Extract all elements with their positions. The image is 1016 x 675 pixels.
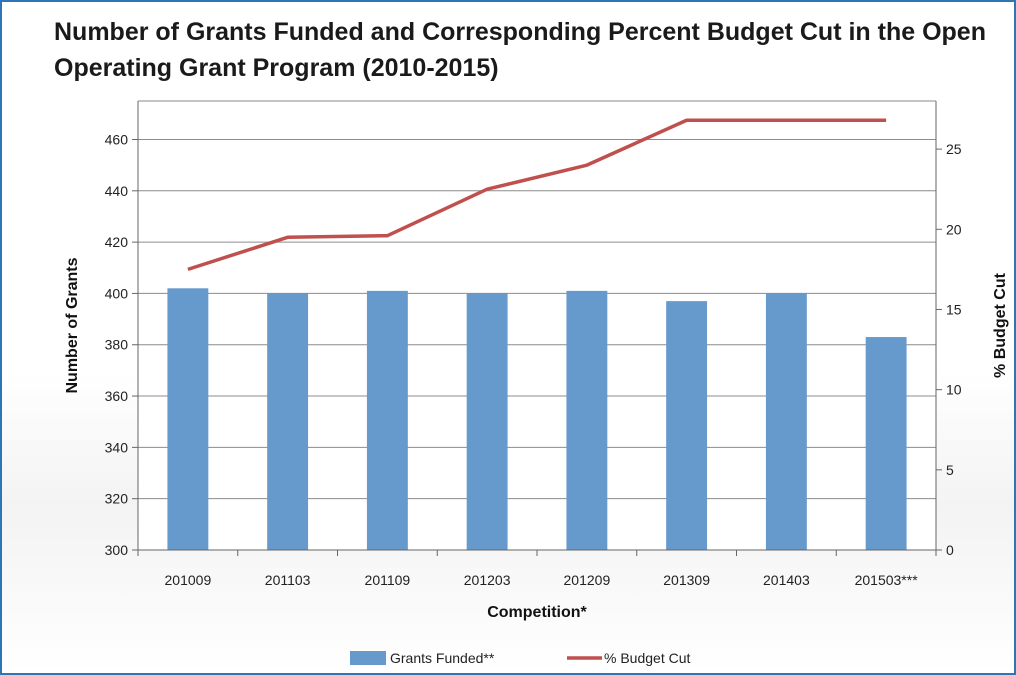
bar-grants-funded xyxy=(267,293,309,550)
y2-tick-label: 15 xyxy=(946,301,962,317)
bar-grants-funded xyxy=(167,288,209,550)
x-tick-label: 201209 xyxy=(564,572,611,588)
y-tick-label: 380 xyxy=(105,337,129,353)
bar-grants-funded xyxy=(765,293,807,550)
x-tick-label: 201009 xyxy=(165,572,212,588)
y2-tick-label: 0 xyxy=(946,542,954,558)
y2-tick-label: 20 xyxy=(946,221,962,237)
bar-grants-funded xyxy=(865,337,907,550)
x-tick-label: 201109 xyxy=(365,572,411,588)
legend-label-budget-cut: % Budget Cut xyxy=(604,650,690,666)
y2-tick-label: 10 xyxy=(946,382,962,398)
y-tick-label: 300 xyxy=(105,542,129,558)
y-tick-label: 420 xyxy=(105,234,129,250)
y2-tick-label: 25 xyxy=(946,141,962,157)
plot-area xyxy=(138,101,936,550)
y-tick-label: 400 xyxy=(105,285,129,301)
legend-label-grants-funded: Grants Funded** xyxy=(390,650,495,666)
bar-grants-funded xyxy=(466,293,508,550)
y-tick-label: 340 xyxy=(105,439,129,455)
bar-grants-funded xyxy=(666,301,708,550)
y-tick-label: 460 xyxy=(105,131,129,147)
legend-swatch-grants-funded xyxy=(350,651,386,665)
y2-tick-label: 5 xyxy=(946,462,954,478)
line-budget-cut xyxy=(187,118,887,272)
bar-grants-funded xyxy=(366,290,408,550)
y-tick-label: 440 xyxy=(105,183,129,199)
x-tick-label: 201203 xyxy=(464,572,511,588)
y-tick-label: 360 xyxy=(105,388,129,404)
x-tick-label: 201503*** xyxy=(855,572,919,588)
y-axis-title: Number of Grants xyxy=(64,257,81,393)
y2-axis-title: % Budget Cut xyxy=(992,272,1009,378)
bar-grants-funded xyxy=(566,290,608,550)
x-axis-title: Competition* xyxy=(487,604,587,621)
chart-title: Number of Grants Funded and Correspondin… xyxy=(54,18,986,82)
y-tick-label: 320 xyxy=(105,491,129,507)
x-tick-label: 201309 xyxy=(663,572,710,588)
x-tick-label: 201103 xyxy=(265,572,311,588)
x-tick-label: 201403 xyxy=(763,572,810,588)
